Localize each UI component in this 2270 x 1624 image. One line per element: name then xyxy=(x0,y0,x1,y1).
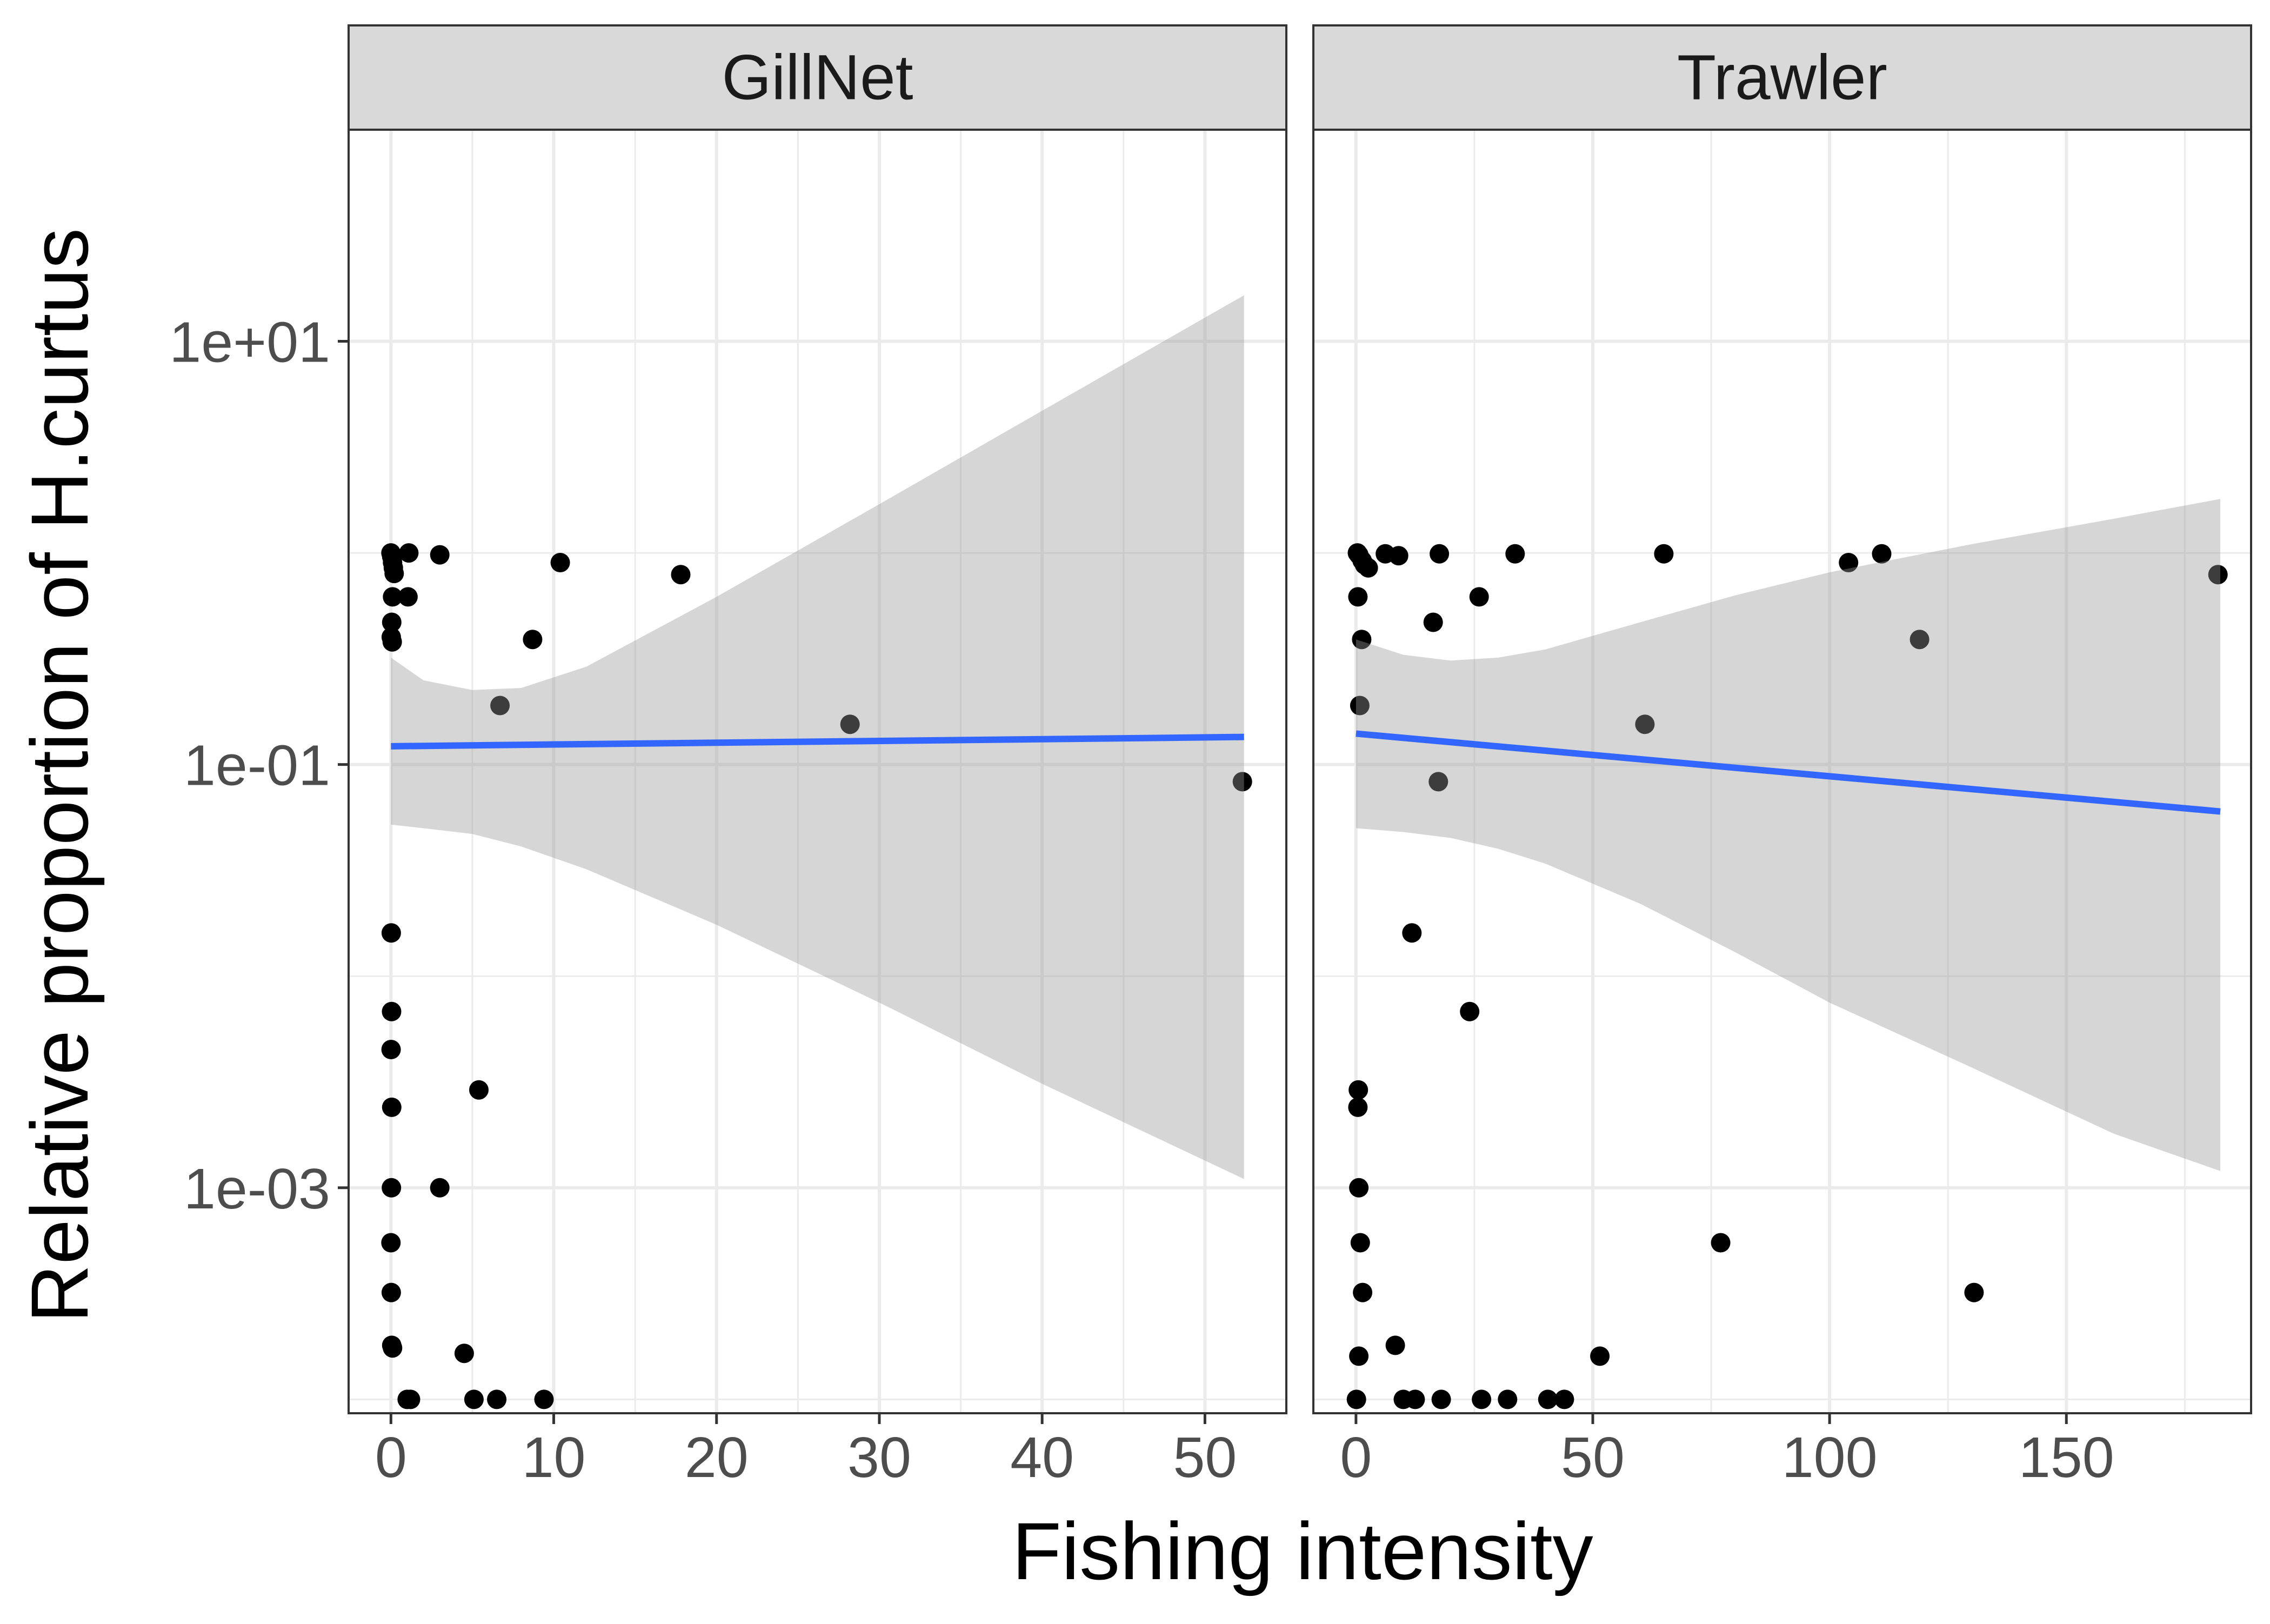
data-point xyxy=(1430,544,1450,564)
data-point xyxy=(1505,544,1525,564)
data-point xyxy=(1348,1080,1368,1100)
data-point xyxy=(487,1389,507,1409)
x-tick-label: 30 xyxy=(847,1426,911,1489)
x-tick-label: 150 xyxy=(2019,1426,2114,1489)
x-tick-label: 100 xyxy=(1782,1426,1878,1489)
data-point xyxy=(1839,553,1859,572)
data-point xyxy=(382,1178,402,1198)
data-point xyxy=(523,630,543,650)
data-point xyxy=(381,1282,401,1302)
fit-line xyxy=(1356,730,2221,815)
data-point xyxy=(399,543,419,563)
data-point xyxy=(1349,1346,1369,1366)
facet-strip xyxy=(1312,24,2252,131)
data-point xyxy=(1472,1389,1492,1409)
data-point xyxy=(398,587,418,607)
data-point xyxy=(1910,630,1929,650)
data-point xyxy=(550,553,570,572)
data-point xyxy=(1428,772,1448,792)
x-axis-title: Fishing intensity xyxy=(1012,1506,1593,1596)
data-point xyxy=(1346,1389,1366,1409)
data-point xyxy=(381,1040,401,1059)
data-point xyxy=(1349,1178,1369,1198)
data-point xyxy=(383,1338,403,1358)
data-point xyxy=(1635,714,1655,734)
data-point xyxy=(1358,558,1378,578)
data-point xyxy=(1350,1233,1370,1253)
data-point xyxy=(1590,1346,1610,1366)
x-tick-label: 50 xyxy=(1173,1426,1237,1489)
data-point xyxy=(430,1178,450,1198)
facet-panels: GillNet 0 10 20 30 40 50 1e-03 1e-01 1e+01 Trawler… xyxy=(169,24,2252,1489)
x-tick-label: 10 xyxy=(522,1426,586,1489)
data-point xyxy=(1554,1389,1574,1409)
data-point xyxy=(382,1097,402,1117)
data-point xyxy=(381,627,401,647)
data-point xyxy=(1964,1282,1984,1302)
data-point xyxy=(1402,923,1422,943)
data-point xyxy=(1348,587,1368,607)
data-point xyxy=(840,714,860,734)
data-point xyxy=(381,923,401,943)
data-point xyxy=(1872,544,1892,564)
data-point xyxy=(1388,546,1408,566)
data-point xyxy=(671,565,691,585)
data-point xyxy=(2208,565,2228,585)
panel-background xyxy=(349,130,1286,1413)
facet-panel-gillnet: GillNet 0 10 20 30 40 50 1e-03 1e-01 1e+01 xyxy=(169,24,1287,1489)
data-point xyxy=(382,612,402,632)
x-tick-label: 0 xyxy=(375,1426,407,1489)
facet-strip-label: Trawler xyxy=(1677,42,1887,113)
y-tick-label: 1e-03 xyxy=(184,1157,330,1221)
data-point xyxy=(1405,1389,1425,1409)
y-axis-title: Relative proportion of H.curtus xyxy=(14,228,105,1323)
data-point xyxy=(1385,1335,1405,1355)
data-point xyxy=(384,564,404,584)
data-point xyxy=(400,1389,420,1409)
data-point xyxy=(382,1001,402,1021)
data-point xyxy=(1423,612,1443,632)
data-point xyxy=(383,587,403,607)
data-point xyxy=(1498,1389,1518,1409)
data-point xyxy=(464,1389,484,1409)
x-tick-label: 0 xyxy=(1340,1426,1372,1489)
y-tick-label: 1e-01 xyxy=(184,734,330,798)
confidence-band xyxy=(1356,499,2220,1171)
data-point xyxy=(469,1080,489,1100)
x-tick-label: 40 xyxy=(1010,1426,1074,1489)
confidence-band xyxy=(391,295,1244,1179)
data-point xyxy=(430,545,450,565)
fit-line xyxy=(391,733,1244,750)
data-point xyxy=(534,1389,554,1409)
data-point xyxy=(1348,1097,1368,1117)
data-point xyxy=(454,1344,474,1364)
x-tick-label: 50 xyxy=(1561,1426,1625,1489)
data-point xyxy=(1353,1282,1373,1302)
data-point xyxy=(1232,772,1252,792)
data-point xyxy=(1654,544,1674,564)
facet-strip-label: GillNet xyxy=(722,42,913,113)
data-point xyxy=(381,1233,401,1253)
data-point xyxy=(1352,630,1372,650)
data-point xyxy=(1431,1389,1451,1409)
plot-layer xyxy=(381,295,1252,1409)
facet-strip xyxy=(348,24,1287,131)
data-point xyxy=(490,696,510,716)
data-point xyxy=(1538,1389,1558,1409)
data-point xyxy=(1711,1233,1731,1253)
data-point xyxy=(1469,587,1489,607)
facet-panel-trawler: Trawler 0 50 100 150 xyxy=(1312,24,2252,1489)
x-tick-label: 20 xyxy=(685,1426,749,1489)
data-point xyxy=(1350,696,1370,716)
data-point xyxy=(1460,1001,1480,1021)
plot-layer xyxy=(1346,499,2228,1409)
y-tick-label: 1e+01 xyxy=(169,311,330,375)
